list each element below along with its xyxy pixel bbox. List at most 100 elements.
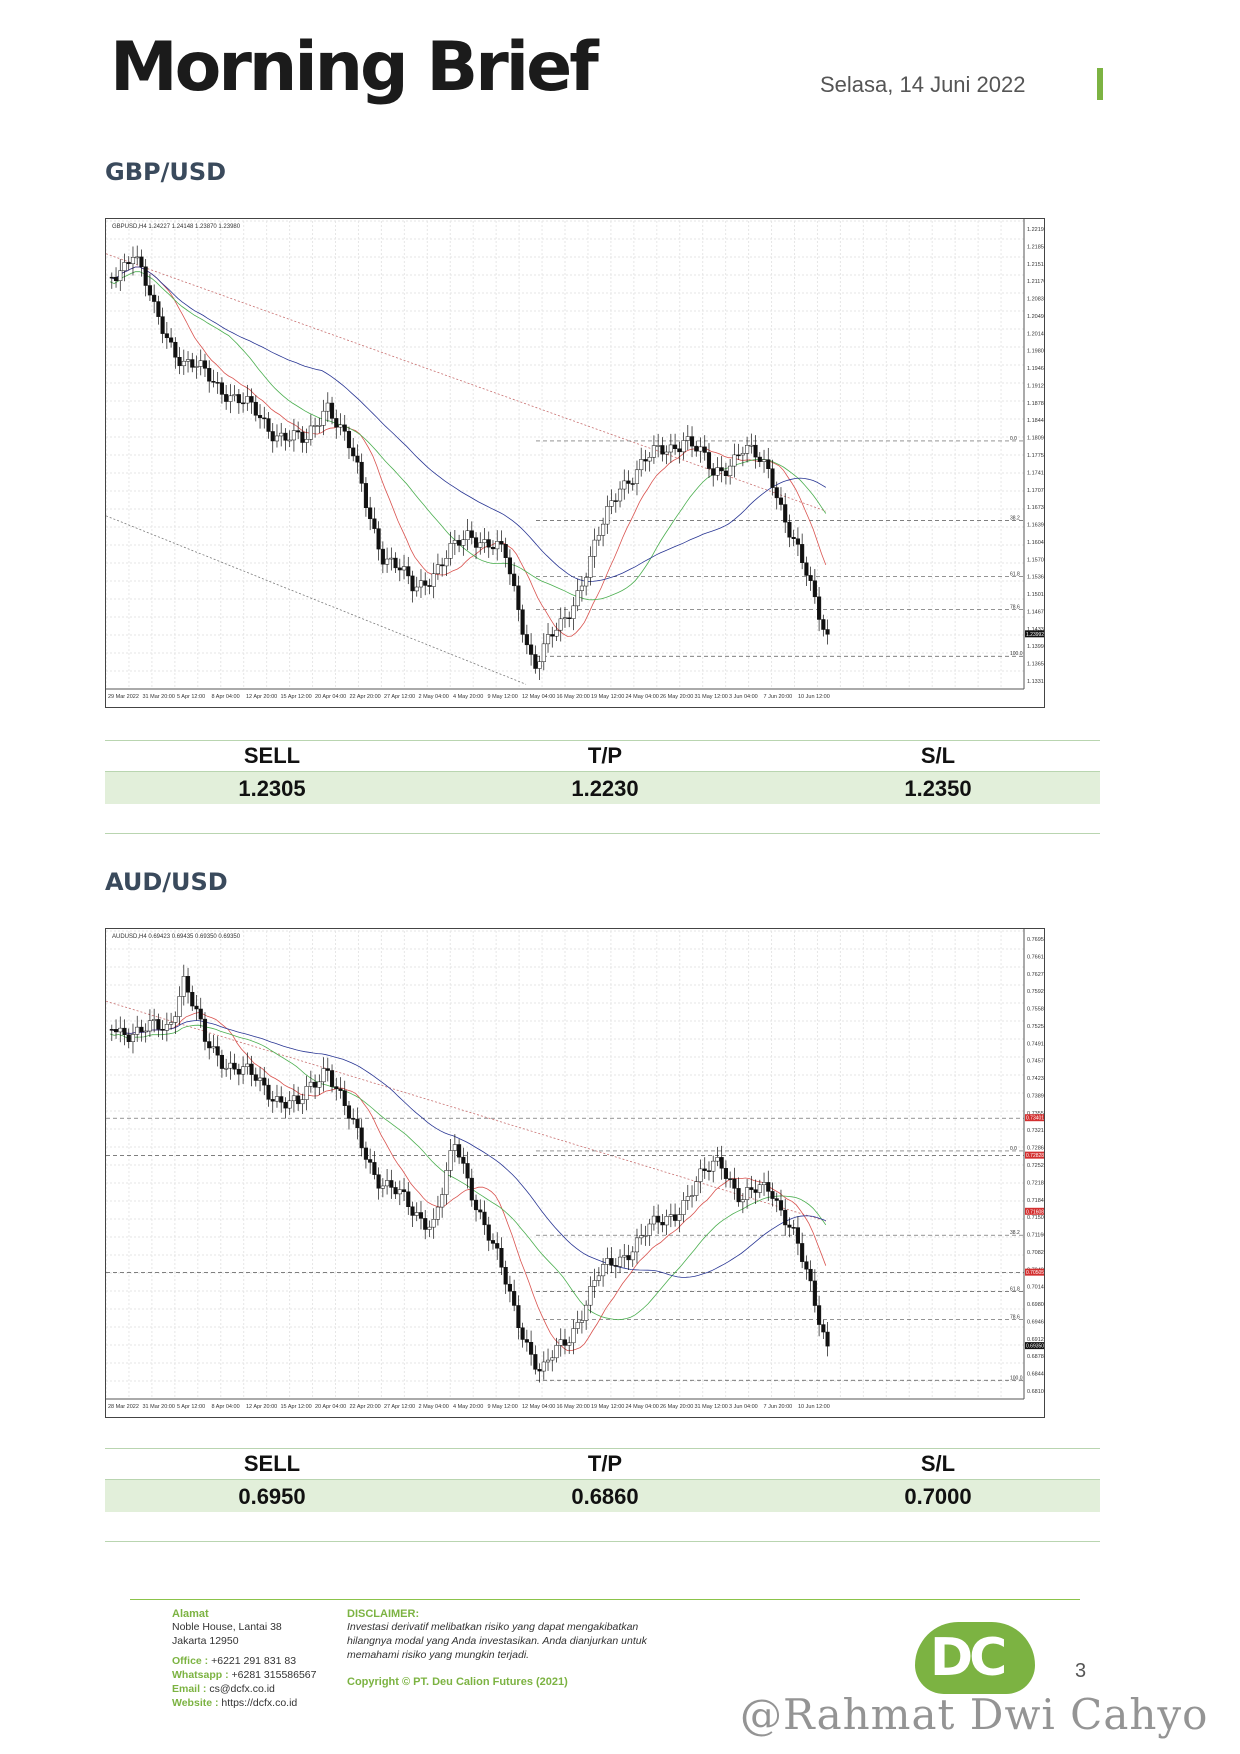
candle-body — [630, 1251, 635, 1261]
price-tick-label: 1.16730 — [1027, 505, 1044, 511]
candle-body — [558, 1339, 563, 1346]
candle-body — [427, 585, 432, 587]
candle-body — [571, 1328, 576, 1344]
date-tick-label: 10 Jun 12:00 — [798, 694, 830, 700]
candle-body — [147, 285, 152, 296]
candle-body — [664, 1216, 669, 1226]
tp-value: 1.2230 — [571, 776, 639, 801]
date-tick-label: 2 May 04:00 — [419, 1404, 449, 1410]
candle-body — [461, 1156, 466, 1164]
price-tick-label: 1.13992 — [1027, 644, 1044, 650]
candle-body — [554, 1345, 559, 1359]
candle-body — [825, 629, 830, 635]
candle-body — [427, 1226, 432, 1230]
price-tick-label: 1.15360 — [1027, 575, 1044, 581]
price-marker-label: 0.72828 — [1026, 1153, 1044, 1159]
candle-body — [694, 1181, 699, 1196]
candle-body — [283, 432, 288, 441]
candle-body — [406, 566, 411, 577]
candle-body — [761, 1182, 767, 1186]
fib-level-label: 78.6 — [1010, 1314, 1020, 1320]
candle-body — [317, 425, 322, 427]
candle-body — [533, 654, 538, 669]
date-tick-label: 20 Apr 04:00 — [315, 694, 346, 700]
price-tick-label: 1.17410 — [1027, 470, 1044, 476]
candle-body — [545, 634, 551, 645]
candle-body — [783, 504, 788, 523]
candle-body — [279, 432, 284, 437]
candle-body — [418, 1212, 424, 1219]
candle-body — [677, 1214, 682, 1221]
price-tick-label: 1.15010 — [1027, 592, 1044, 598]
date-tick-label: 5 Apr 12:00 — [177, 1404, 205, 1410]
gbpusd-chart: GBPUSD,H4 1.24227 1.24148 1.23870 1.2398… — [105, 218, 1045, 708]
candle-body — [406, 1191, 411, 1208]
candle-body — [651, 1215, 656, 1225]
candle-body — [152, 294, 157, 302]
candle-body — [418, 580, 424, 588]
candle-body — [478, 1209, 483, 1213]
address-line: Jakarta 12950 — [172, 1635, 239, 1647]
date-tick-label: 22 Apr 20:00 — [350, 694, 381, 700]
sl-value: 0.7000 — [904, 1484, 972, 1509]
candle-body — [410, 575, 415, 592]
candle-body — [401, 1189, 407, 1192]
value-row-audusd — [105, 1480, 1100, 1512]
candle-body — [719, 467, 724, 472]
candle-body — [135, 256, 140, 259]
moving-average-blue — [109, 266, 827, 583]
candle-body — [113, 1029, 119, 1033]
price-tick-label: 1.15700 — [1027, 557, 1044, 563]
candle-body — [643, 1235, 648, 1237]
candle-body — [257, 1077, 263, 1081]
office-phone[interactable]: +6221 291 831 83 — [211, 1655, 297, 1667]
candle-body — [702, 446, 707, 453]
date-tick-label: 24 May 04:00 — [626, 694, 659, 700]
candle-body — [389, 1180, 394, 1188]
date-tick-label: 4 May 20:00 — [453, 1404, 483, 1410]
candle-body — [334, 418, 339, 428]
candle-body — [236, 394, 241, 404]
candle-body — [291, 1095, 296, 1102]
candle-body — [228, 395, 233, 402]
fib-level-label: 100.0 — [1010, 1375, 1023, 1381]
candle-body — [579, 1320, 584, 1323]
candle-body — [431, 1219, 436, 1228]
whatsapp-number[interactable]: +6281 315586567 — [231, 1669, 317, 1681]
candle-body — [440, 1194, 445, 1208]
candle-body — [495, 1243, 500, 1249]
page-title: Morning Brief — [110, 28, 599, 107]
candle-body — [414, 586, 419, 592]
candle-body — [702, 1168, 707, 1171]
email-link[interactable]: cs@dcfx.co.id — [209, 1683, 275, 1695]
candle-body — [766, 459, 771, 469]
candle-body — [156, 301, 161, 317]
candle-body — [342, 1090, 347, 1106]
candle-body — [448, 543, 453, 559]
candle-body — [355, 1118, 360, 1129]
date-tick-label: 28 Mar 2022 — [108, 1404, 139, 1410]
value-row-gbpusd — [105, 772, 1100, 804]
candle-body — [812, 580, 817, 598]
candle-body — [287, 1100, 292, 1109]
sell-header: SELL — [243, 1451, 301, 1476]
candle-body — [359, 461, 364, 484]
date-tick-label: 12 Apr 20:00 — [246, 694, 277, 700]
candle-body — [232, 394, 237, 397]
date-tick-label: 31 Mar 20:00 — [143, 1404, 175, 1410]
candle-body — [202, 1018, 208, 1042]
date-tick-label: 31 Mar 20:00 — [143, 694, 175, 700]
table-rule-top — [105, 1448, 1100, 1449]
website-link[interactable]: https://dcfx.co.id — [221, 1697, 298, 1709]
candle-body — [169, 337, 174, 343]
candle-body — [571, 605, 576, 619]
candle-body — [622, 480, 627, 490]
date-tick-label: 31 May 12:00 — [695, 694, 728, 700]
candle-body — [800, 1243, 805, 1262]
chart-header-label: AUDUSD,H4 0.69423 0.69435 0.69350 0.6935… — [112, 934, 241, 940]
candle-body — [795, 538, 800, 545]
candle-body — [448, 1150, 453, 1171]
candle-body — [685, 436, 690, 441]
date-tick-label: 24 May 04:00 — [626, 1404, 659, 1410]
